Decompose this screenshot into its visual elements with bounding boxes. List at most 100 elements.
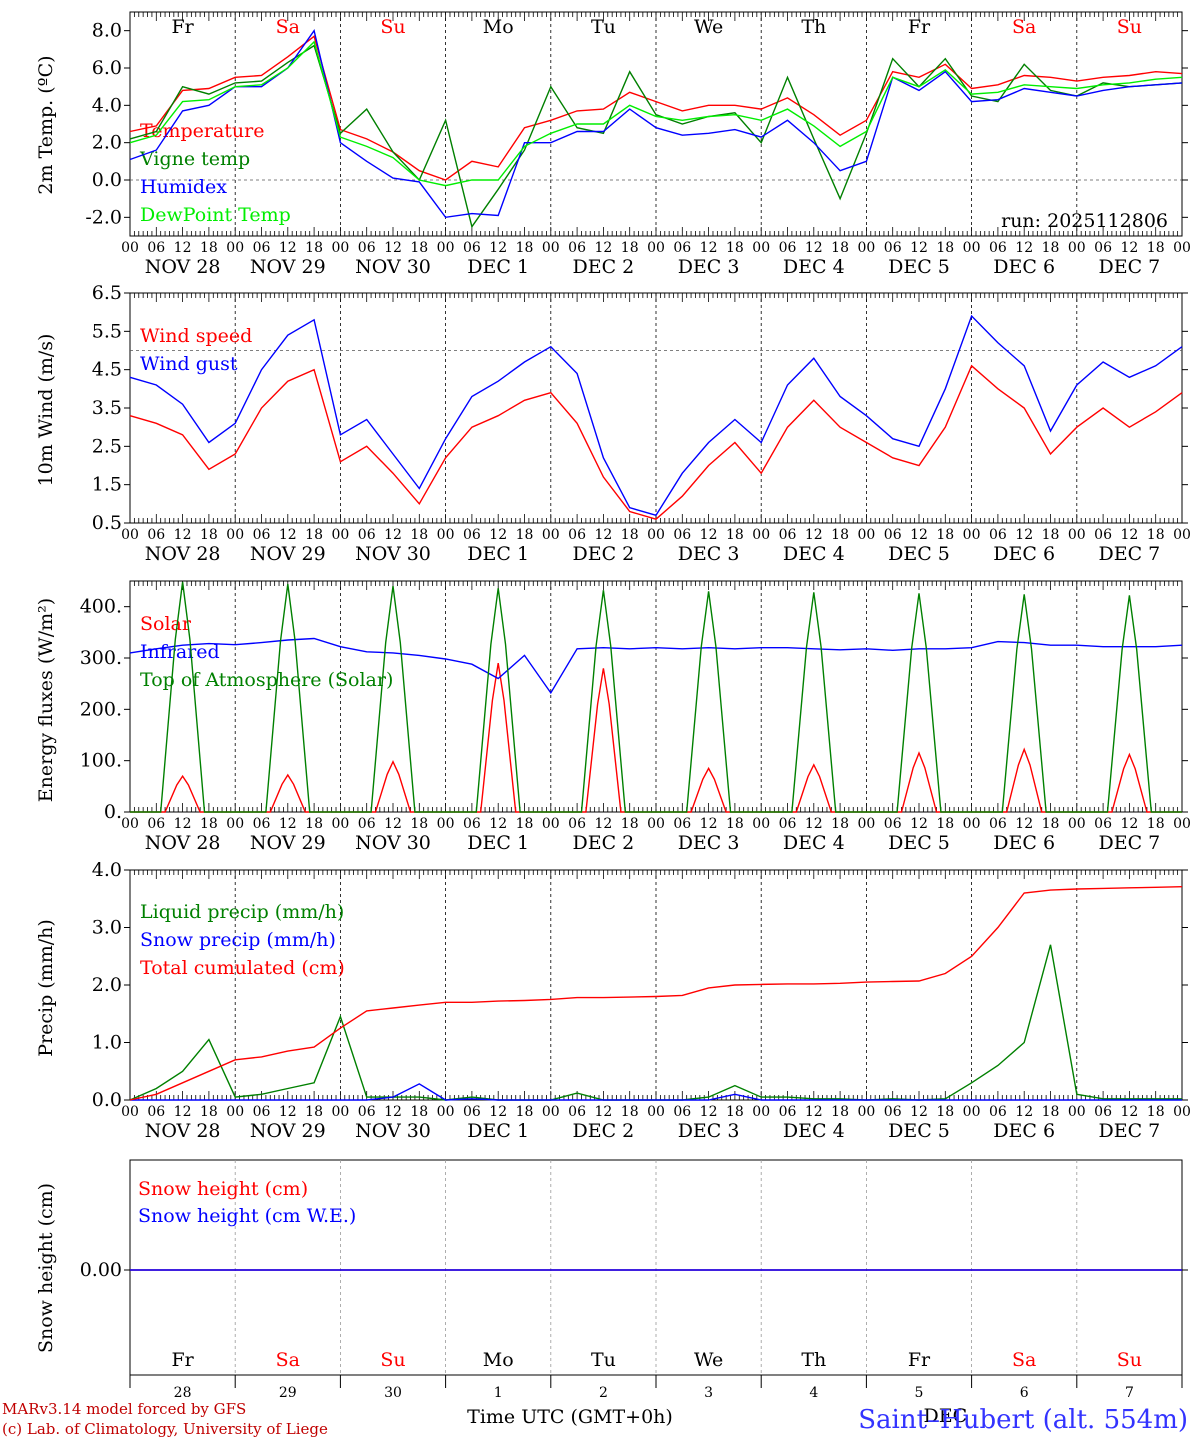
hour-label: 06 bbox=[253, 1104, 271, 1120]
day-abbrev: Th bbox=[801, 16, 826, 38]
hour-label: 00 bbox=[857, 240, 875, 256]
hour-label: 00 bbox=[331, 240, 349, 256]
hour-label: 00 bbox=[1068, 1104, 1086, 1120]
hour-label: 12 bbox=[805, 1104, 823, 1120]
hour-label: 00 bbox=[857, 527, 875, 543]
hour-label: 12 bbox=[279, 240, 297, 256]
hour-label: 18 bbox=[1147, 1104, 1165, 1120]
hour-label: 06 bbox=[463, 240, 481, 256]
y-tick-label: -2.0 bbox=[85, 206, 122, 228]
date-label: DEC 3 bbox=[678, 256, 740, 278]
date-label: DEC 3 bbox=[678, 1120, 740, 1142]
hour-label: 00 bbox=[752, 816, 770, 832]
hour-label: 18 bbox=[1147, 240, 1165, 256]
date-label: NOV 29 bbox=[250, 256, 326, 278]
hour-label: 00 bbox=[963, 527, 981, 543]
date-label: DEC 3 bbox=[678, 543, 740, 565]
date-label: NOV 29 bbox=[250, 543, 326, 565]
hour-label: 00 bbox=[121, 240, 139, 256]
day-abbrev: Sa bbox=[276, 16, 300, 38]
legend-entry: Snow height (cm) bbox=[138, 1178, 308, 1200]
day-number: 7 bbox=[1125, 1385, 1134, 1401]
date-label: DEC 4 bbox=[783, 543, 845, 565]
hour-label: 00 bbox=[542, 816, 560, 832]
hour-label: 18 bbox=[936, 527, 954, 543]
footer-credit: MARv3.14 model forced by GFS bbox=[2, 1400, 246, 1418]
hour-label: 18 bbox=[1042, 816, 1060, 832]
date-label: DEC 6 bbox=[993, 256, 1055, 278]
hour-label: 18 bbox=[305, 1104, 323, 1120]
y-tick-label: 5.5 bbox=[92, 320, 122, 342]
hour-label: 12 bbox=[279, 816, 297, 832]
day-number: 3 bbox=[704, 1385, 713, 1401]
hour-label: 18 bbox=[410, 527, 428, 543]
hour-label: 06 bbox=[673, 527, 691, 543]
hour-label: 12 bbox=[489, 240, 507, 256]
hour-label: 00 bbox=[1068, 240, 1086, 256]
hour-label: 18 bbox=[726, 527, 744, 543]
hour-label: 00 bbox=[542, 1104, 560, 1120]
y-tick-label: 3.0 bbox=[92, 917, 122, 939]
hour-label: 06 bbox=[568, 816, 586, 832]
series-line-total-cumulated-cm- bbox=[129, 886, 1183, 1101]
date-label: DEC 1 bbox=[467, 543, 529, 565]
day-abbrev-bottom: Sa bbox=[276, 1349, 300, 1371]
hour-label: 18 bbox=[621, 527, 639, 543]
hour-label: 18 bbox=[936, 816, 954, 832]
y-tick-label: 100. bbox=[80, 750, 122, 772]
hour-label: 12 bbox=[700, 527, 718, 543]
hour-label: 12 bbox=[594, 1104, 612, 1120]
hour-label: 00 bbox=[647, 816, 665, 832]
hour-label: 18 bbox=[305, 527, 323, 543]
day-abbrev-bottom: Sa bbox=[1012, 1349, 1036, 1371]
series-line-wind-gust bbox=[129, 314, 1183, 517]
hour-label: 12 bbox=[174, 240, 192, 256]
hour-label: 00 bbox=[1173, 527, 1191, 543]
day-abbrev-bottom: Fr bbox=[908, 1349, 931, 1371]
date-label: DEC 4 bbox=[783, 832, 845, 854]
hour-label: 18 bbox=[516, 1104, 534, 1120]
hour-label: 06 bbox=[147, 816, 165, 832]
hour-label: 06 bbox=[147, 1104, 165, 1120]
hour-label: 18 bbox=[831, 240, 849, 256]
y-axis-label: Precip (mm/h) bbox=[35, 919, 57, 1057]
hour-label: 06 bbox=[253, 527, 271, 543]
hour-label: 06 bbox=[989, 240, 1007, 256]
y-tick-label: 0.0 bbox=[92, 1089, 122, 1111]
hour-label: 06 bbox=[358, 816, 376, 832]
hour-label: 18 bbox=[1147, 527, 1165, 543]
y-tick-label: 0. bbox=[104, 801, 122, 823]
series-line-dewpoint-temp bbox=[129, 40, 1183, 187]
hour-label: 06 bbox=[1094, 240, 1112, 256]
date-label: DEC 7 bbox=[1099, 256, 1161, 278]
legend-entry: Infrared bbox=[140, 641, 220, 663]
hour-label: 06 bbox=[779, 240, 797, 256]
date-label: DEC 7 bbox=[1099, 1120, 1161, 1142]
month-label: DEC bbox=[923, 1405, 967, 1427]
date-label: NOV 30 bbox=[355, 256, 431, 278]
hour-label: 06 bbox=[673, 816, 691, 832]
date-label: DEC 7 bbox=[1099, 543, 1161, 565]
legend-entry: Liquid precip (mm/h) bbox=[140, 901, 344, 923]
date-label: DEC 5 bbox=[888, 543, 950, 565]
hour-label: 18 bbox=[305, 816, 323, 832]
y-tick-label: 4.5 bbox=[92, 359, 122, 381]
series-line-wind-speed bbox=[129, 364, 1183, 520]
hour-label: 18 bbox=[621, 240, 639, 256]
hour-label: 12 bbox=[805, 816, 823, 832]
hour-label: 00 bbox=[437, 816, 455, 832]
day-abbrev: Fr bbox=[171, 16, 194, 38]
hour-label: 00 bbox=[1173, 816, 1191, 832]
hour-label: 06 bbox=[463, 816, 481, 832]
date-label: NOV 30 bbox=[355, 543, 431, 565]
hour-label: 12 bbox=[1120, 240, 1138, 256]
hour-label: 06 bbox=[147, 527, 165, 543]
day-number: 4 bbox=[809, 1385, 818, 1401]
hour-label: 18 bbox=[410, 240, 428, 256]
hour-label: 06 bbox=[253, 240, 271, 256]
hour-label: 18 bbox=[200, 816, 218, 832]
hour-label: 18 bbox=[936, 1104, 954, 1120]
y-tick-label: 3.5 bbox=[92, 397, 122, 419]
hour-label: 18 bbox=[726, 816, 744, 832]
series-line-snow-precip-mm-h- bbox=[130, 1083, 1182, 1101]
